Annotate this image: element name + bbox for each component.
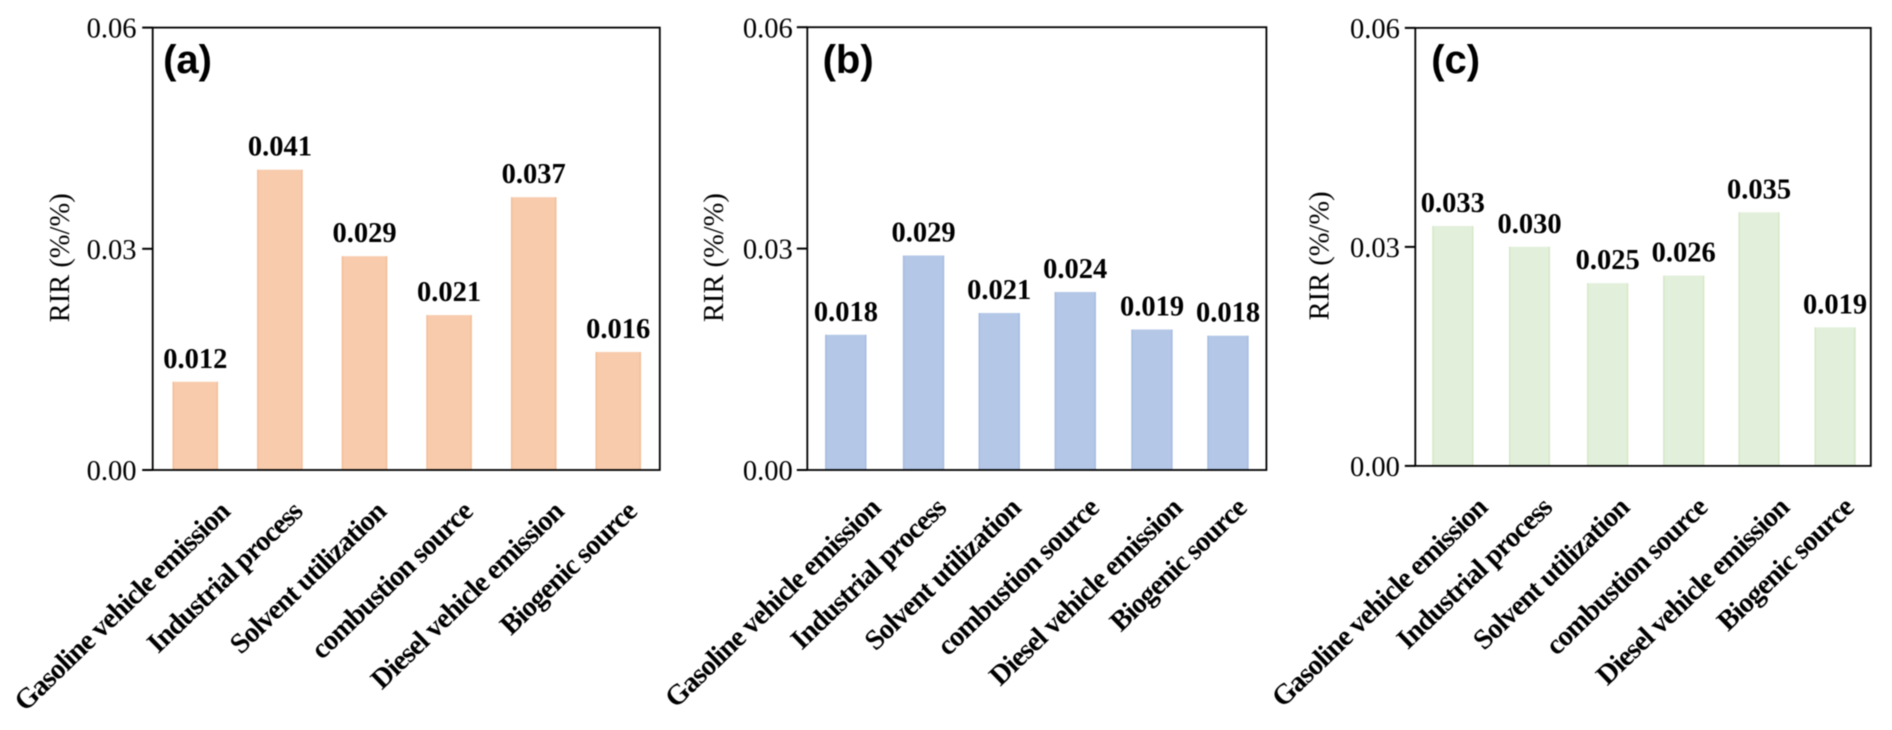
svg-text:0.06: 0.06 — [1350, 14, 1400, 45]
svg-text:0.00: 0.00 — [87, 456, 137, 487]
svg-text:(a): (a) — [163, 38, 212, 82]
svg-text:0.019: 0.019 — [1120, 292, 1184, 323]
svg-text:0.037: 0.037 — [502, 159, 566, 190]
svg-text:0.00: 0.00 — [1350, 452, 1400, 483]
svg-text:0.029: 0.029 — [332, 218, 396, 249]
svg-text:0.025: 0.025 — [1576, 245, 1640, 276]
svg-text:0.024: 0.024 — [1043, 254, 1107, 285]
svg-text:0.030: 0.030 — [1497, 209, 1561, 240]
svg-text:0.06: 0.06 — [87, 14, 137, 45]
svg-text:0.00: 0.00 — [743, 456, 793, 487]
svg-text:0.018: 0.018 — [1196, 298, 1260, 329]
svg-text:0.018: 0.018 — [814, 297, 878, 328]
svg-text:0.035: 0.035 — [1727, 174, 1791, 205]
svg-text:0.06: 0.06 — [743, 13, 793, 44]
svg-text:0.021: 0.021 — [417, 277, 481, 308]
svg-text:0.03: 0.03 — [743, 235, 793, 266]
svg-text:0.03: 0.03 — [1350, 233, 1400, 264]
svg-text:0.021: 0.021 — [967, 275, 1031, 306]
svg-text:0.019: 0.019 — [1803, 289, 1867, 320]
svg-text:RIR (%/%): RIR (%/%) — [699, 193, 730, 322]
svg-text:0.041: 0.041 — [248, 132, 312, 163]
svg-text:RIR (%/%): RIR (%/%) — [45, 193, 76, 322]
svg-text:(b): (b) — [823, 38, 874, 82]
svg-text:0.029: 0.029 — [891, 218, 955, 249]
svg-text:RIR (%/%): RIR (%/%) — [1305, 191, 1336, 320]
svg-text:0.03: 0.03 — [87, 235, 137, 266]
svg-text:0.016: 0.016 — [586, 314, 650, 345]
svg-text:0.026: 0.026 — [1652, 238, 1716, 269]
svg-text:(c): (c) — [1431, 38, 1480, 82]
svg-text:0.012: 0.012 — [163, 344, 227, 375]
svg-text:0.033: 0.033 — [1421, 188, 1485, 219]
